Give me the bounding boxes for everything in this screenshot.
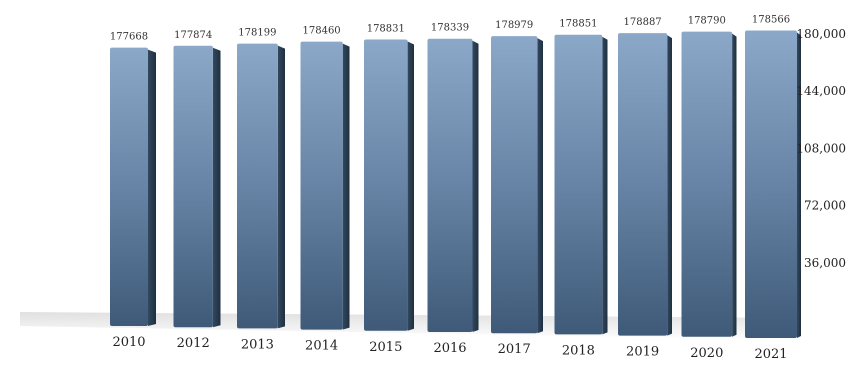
- value-label-2017: 178979: [495, 20, 533, 31]
- category-label-2017: 2017: [498, 342, 531, 357]
- category-label-2018: 2018: [562, 343, 595, 358]
- bar-side-2013: [277, 45, 285, 329]
- value-labels-layer: 177668 177874 178199 178460 178831 178339 1789…: [110, 14, 790, 42]
- value-label-2010: 177668: [110, 32, 148, 43]
- bar-2020: [681, 31, 733, 337]
- value-label-2012: 177874: [174, 30, 212, 41]
- category-label-2013: 2013: [241, 337, 274, 352]
- bar-2010: [110, 47, 148, 326]
- category-label-2010: 2010: [112, 335, 145, 350]
- category-label-2020: 2020: [690, 346, 723, 361]
- category-label-2012: 2012: [177, 336, 210, 351]
- value-label-2013: 178199: [238, 28, 276, 39]
- bar-side-2019: [667, 35, 672, 336]
- bar-side-2012: [212, 47, 221, 328]
- category-label-2019: 2019: [626, 345, 659, 360]
- bars-layer: [110, 30, 801, 339]
- bar-side-2018: [602, 36, 608, 335]
- value-label-2019: 178887: [624, 17, 662, 28]
- value-label-2021: 178566: [752, 14, 790, 25]
- value-label-2018: 178851: [559, 19, 597, 30]
- category-label-2014: 2014: [305, 339, 338, 354]
- bar-side-2021: [797, 32, 801, 338]
- y-tick-label-36000: 36,000: [804, 256, 846, 270]
- bar-2016: [427, 38, 473, 333]
- y-tick-label-144000: 144,000: [796, 84, 846, 98]
- bar-2018: [554, 34, 603, 335]
- bar-2017: [491, 36, 538, 334]
- value-label-2020: 178790: [688, 16, 726, 27]
- value-label-2015: 178831: [367, 24, 405, 35]
- bar-2015: [364, 39, 408, 331]
- value-label-2016: 178339: [431, 23, 469, 34]
- bar-side-2016: [472, 40, 479, 333]
- bar-side-2017: [537, 38, 543, 334]
- category-label-2021: 2021: [754, 347, 787, 362]
- y-axis-ticks-layer: 36,000 72,000 108,000 144,000 180,000: [796, 27, 846, 270]
- bar-2012: [173, 45, 213, 328]
- bar-2014: [300, 41, 343, 330]
- bar-2021: [745, 30, 797, 339]
- bar-side-2015: [407, 41, 414, 331]
- category-label-2015: 2015: [369, 340, 402, 355]
- bar-2013: [237, 43, 278, 329]
- category-label-2016: 2016: [433, 341, 466, 356]
- y-tick-label-180000: 180,000: [796, 27, 846, 41]
- y-tick-label-108000: 108,000: [796, 141, 846, 155]
- bar-side-2010: [148, 49, 156, 326]
- category-labels-layer: 2010 2012 2013 2014 2015 2016 2017 2018 2019 2020…: [112, 335, 787, 362]
- bar-2019: [618, 33, 668, 336]
- bar-side-2020: [732, 33, 737, 337]
- bar-side-2014: [342, 43, 350, 330]
- y-tick-label-72000: 72,000: [804, 199, 846, 213]
- value-label-2014: 178460: [303, 26, 341, 37]
